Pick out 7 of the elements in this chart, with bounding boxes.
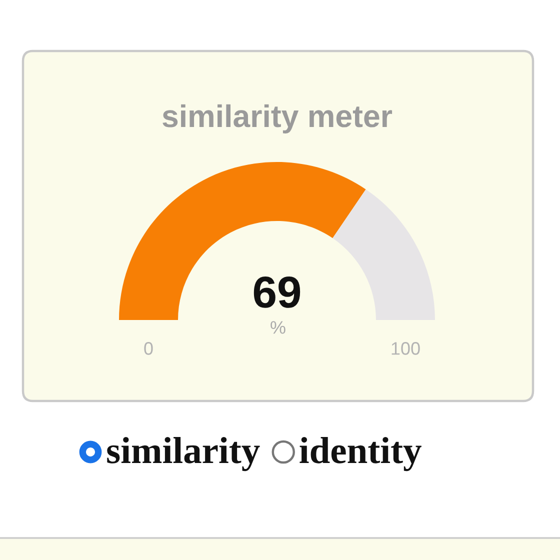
text: similarity <box>107 436 260 472</box>
chart-title: similarity meter <box>162 104 392 134</box>
text: % <box>270 321 286 334</box>
text: 100 <box>392 342 420 355</box>
text: 0 <box>144 342 153 355</box>
data-label: 69 <box>254 276 300 308</box>
text: identity <box>300 436 422 472</box>
